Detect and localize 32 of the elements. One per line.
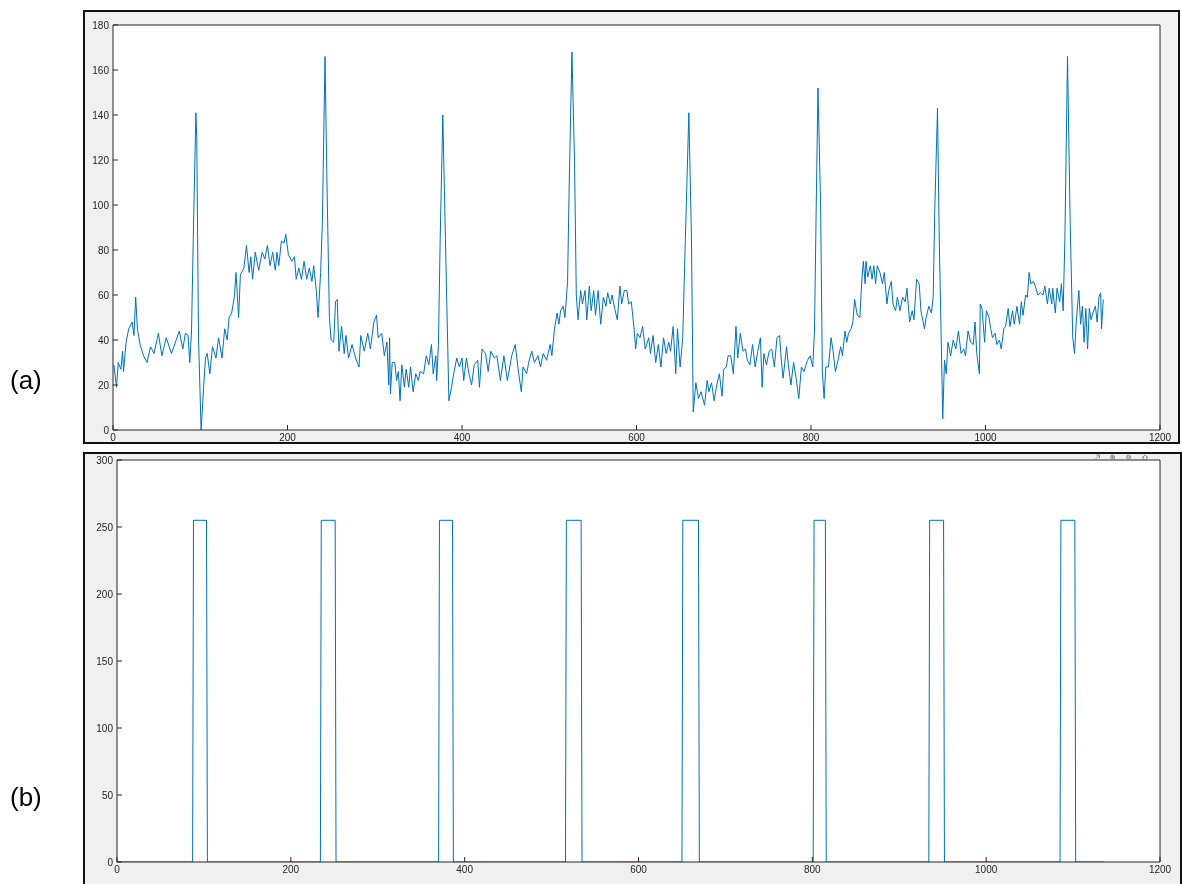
y-tick-label: 250	[96, 521, 114, 533]
x-tick-label: 1000	[975, 864, 998, 876]
text: (a)	[10, 365, 42, 395]
y-tick-label: 0	[107, 856, 114, 868]
x-tick-label: 400	[456, 864, 474, 876]
y-tick-label: 200	[96, 588, 114, 600]
y-tick-label: 50	[101, 789, 114, 801]
text: (b)	[10, 782, 42, 812]
x-tick-label: 600	[628, 432, 646, 444]
y-tick-label: 60	[97, 289, 110, 301]
x-tick-label: 800	[803, 864, 822, 876]
x-tick-label: 200	[279, 432, 297, 444]
line-series	[113, 51, 1104, 430]
y-tick-label: 80	[97, 244, 110, 256]
x-tick-label: 1200	[1148, 432, 1172, 444]
x-tick-label: 1200	[1148, 864, 1172, 876]
x-tick-label: 400	[453, 432, 471, 444]
x-tick-label: 600	[630, 864, 648, 876]
y-tick-label: 40	[97, 334, 110, 346]
y-tick-label: 300	[96, 454, 114, 466]
x-tick-label: 800	[802, 432, 820, 444]
y-tick-label: 120	[92, 154, 110, 166]
y-tick-label: 100	[92, 199, 110, 211]
y-tick-label: 100	[96, 722, 114, 734]
x-tick-label: 200	[282, 864, 300, 876]
y-tick-label: 150	[96, 655, 114, 667]
y-tick-label: 20	[97, 379, 110, 391]
y-tick-label: 0	[103, 424, 110, 436]
y-tick-label: 180	[92, 19, 110, 31]
y-tick-label: 140	[92, 109, 110, 121]
y-tick-label: 160	[92, 64, 110, 76]
x-tick-label: 1000	[974, 432, 998, 444]
